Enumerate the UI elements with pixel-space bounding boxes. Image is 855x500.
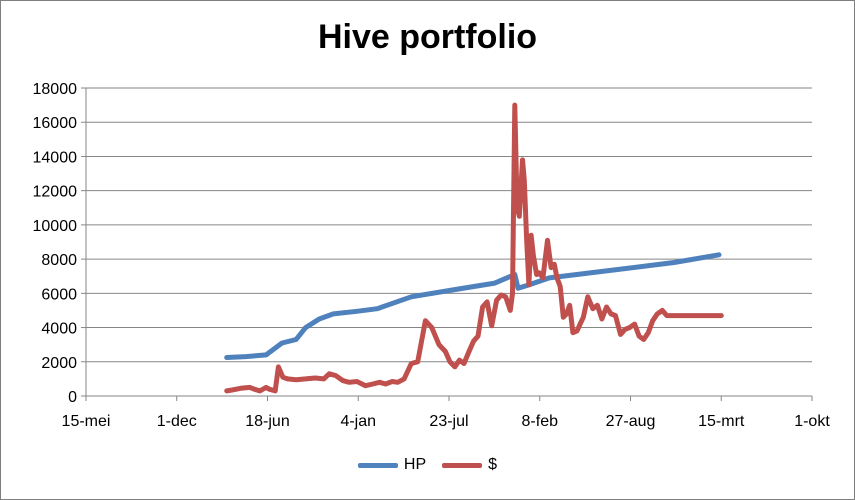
y-tick-label: 16000 [33,115,78,132]
legend-item-hp: HP [357,456,427,474]
gridlines [86,87,812,397]
legend-label-hp: HP [403,456,427,473]
legend-swatch-dollar [442,462,483,468]
y-tick-label: 6000 [41,286,77,303]
x-tick-label: 18-jun [245,413,289,430]
y-tick-label: 14000 [33,149,78,166]
axes: 0 2000 4000 6000 8000 10000 12000 14000 16000 180… [33,81,831,430]
x-tick-label: 15-mei [62,413,111,430]
series-line-hp [224,252,722,360]
series-lines [224,102,724,394]
y-tick-label: 2000 [41,355,77,372]
x-tick-label: 8-feb [522,413,559,430]
legend-label-dollar: $ [488,456,498,473]
y-tick-label: 12000 [33,184,78,201]
series-line-dollar [224,102,724,394]
x-tick-label: 1-okt [794,413,830,430]
y-tick-label: 18000 [33,81,78,98]
x-tick-label: 4-jan [340,413,376,430]
x-tick-label: 1-dec [157,413,197,430]
legend-swatch-hp [357,462,398,468]
legend: HP $ [0,456,855,474]
y-tick-label: 4000 [41,321,77,338]
x-tick-label: 27-aug [606,413,656,430]
x-tick-label: 15-mrt [698,413,745,430]
y-tick-label: 8000 [41,252,77,269]
y-tick-label: 0 [68,389,77,406]
legend-item-dollar: $ [442,456,497,474]
chart-title: Hive portfolio [317,18,538,56]
y-tick-label: 10000 [33,218,78,235]
x-tick-label: 23-jul [429,413,468,430]
